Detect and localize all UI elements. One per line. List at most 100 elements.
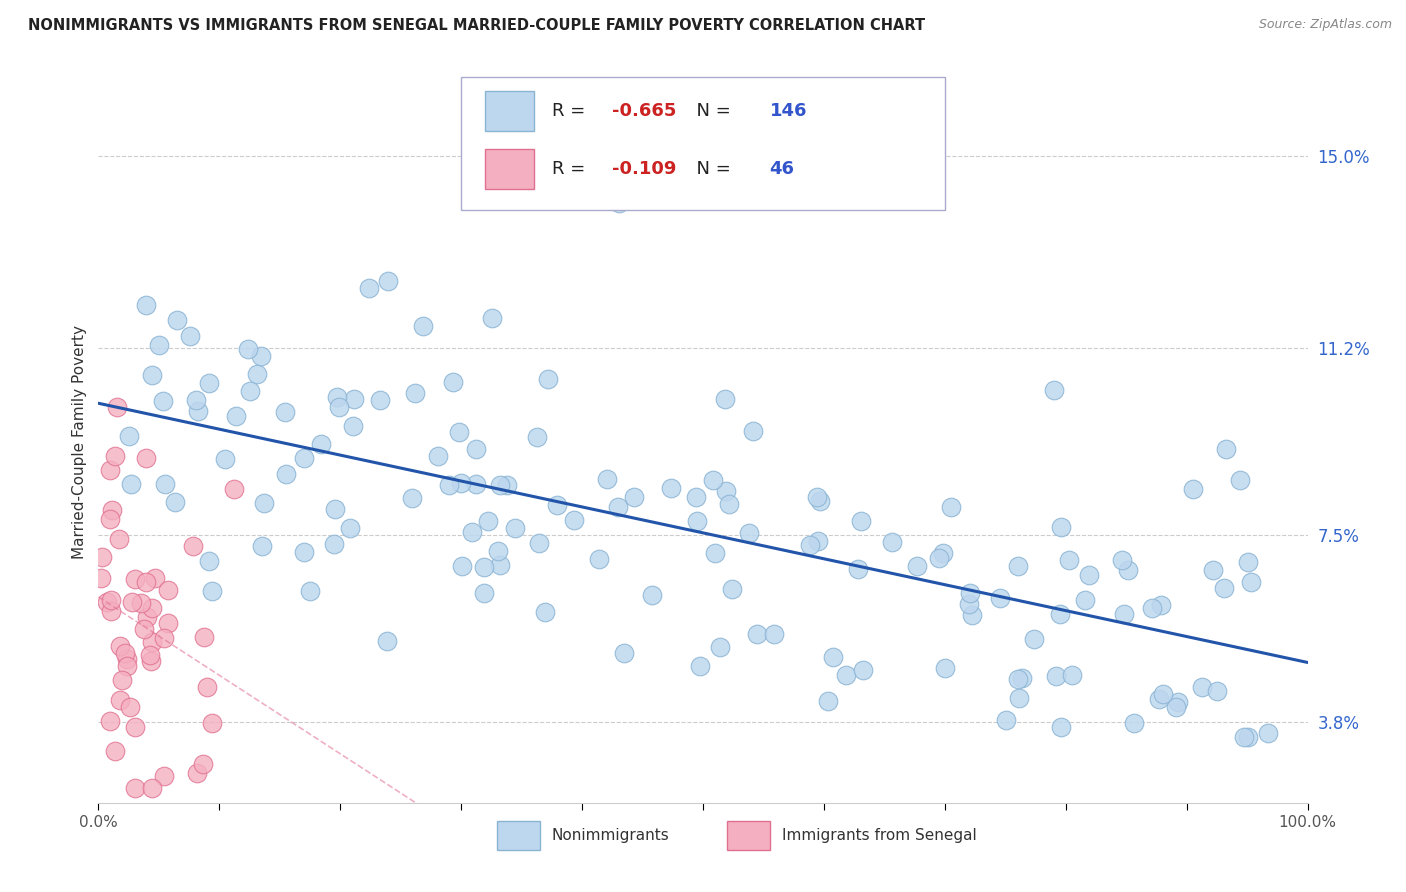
- Point: [1167, 695, 1189, 709]
- Point: [641, 588, 664, 602]
- Point: [799, 538, 821, 552]
- Point: [104, 744, 127, 758]
- Point: [104, 449, 127, 463]
- Point: [1022, 632, 1045, 646]
- Point: [1142, 600, 1164, 615]
- Point: [152, 769, 174, 783]
- Point: [139, 654, 162, 668]
- Y-axis label: Married-Couple Family Poverty: Married-Couple Family Poverty: [72, 325, 87, 558]
- FancyBboxPatch shape: [461, 77, 945, 211]
- Point: [342, 418, 364, 433]
- Point: [464, 477, 486, 491]
- Point: [623, 491, 645, 505]
- Point: [1123, 716, 1146, 731]
- Point: [737, 525, 759, 540]
- Point: [817, 694, 839, 708]
- Point: [1232, 730, 1254, 744]
- Point: [465, 442, 488, 456]
- Point: [806, 490, 828, 504]
- Point: [447, 425, 470, 439]
- Point: [197, 554, 219, 568]
- Point: [441, 376, 464, 390]
- Point: [100, 593, 122, 607]
- Point: [124, 573, 146, 587]
- Point: [328, 400, 350, 414]
- Point: [141, 600, 163, 615]
- Point: [709, 640, 731, 654]
- Point: [120, 477, 142, 491]
- Point: [932, 546, 955, 560]
- Point: [533, 605, 555, 619]
- Point: [686, 514, 709, 528]
- Point: [939, 500, 962, 514]
- Point: [495, 477, 517, 491]
- Point: [1237, 730, 1260, 744]
- Point: [412, 319, 434, 334]
- Point: [135, 450, 157, 465]
- Point: [114, 646, 136, 660]
- Text: Source: ZipAtlas.com: Source: ZipAtlas.com: [1258, 18, 1392, 31]
- Point: [1049, 607, 1071, 621]
- Point: [880, 535, 903, 549]
- Point: [450, 476, 472, 491]
- Text: -0.109: -0.109: [613, 161, 676, 178]
- Point: [101, 503, 124, 517]
- Point: [1215, 442, 1237, 456]
- Point: [195, 680, 218, 694]
- Point: [1229, 473, 1251, 487]
- Point: [835, 668, 858, 682]
- Point: [562, 513, 585, 527]
- Point: [1077, 568, 1099, 582]
- Point: [426, 449, 449, 463]
- Point: [98, 512, 121, 526]
- Point: [477, 514, 499, 528]
- Point: [1111, 553, 1133, 567]
- Point: [250, 350, 273, 364]
- Point: [105, 401, 128, 415]
- Point: [685, 490, 707, 504]
- Text: 146: 146: [769, 103, 807, 120]
- Point: [486, 544, 509, 558]
- Point: [186, 393, 208, 408]
- Point: [129, 596, 152, 610]
- Point: [472, 560, 495, 574]
- Point: [503, 521, 526, 535]
- Point: [718, 497, 741, 511]
- Point: [704, 546, 727, 560]
- Point: [375, 634, 398, 648]
- FancyBboxPatch shape: [498, 821, 540, 850]
- Point: [250, 539, 273, 553]
- Point: [148, 338, 170, 352]
- Point: [118, 429, 141, 443]
- Point: [747, 626, 769, 640]
- Point: [1213, 581, 1236, 595]
- Point: [1164, 699, 1187, 714]
- Point: [1257, 726, 1279, 740]
- Text: Immigrants from Senegal: Immigrants from Senegal: [782, 828, 976, 843]
- Point: [763, 627, 786, 641]
- Point: [152, 393, 174, 408]
- FancyBboxPatch shape: [485, 149, 534, 189]
- Point: [1237, 555, 1260, 569]
- Point: [808, 493, 831, 508]
- Point: [193, 630, 215, 644]
- Point: [1007, 672, 1029, 686]
- Point: [526, 430, 548, 444]
- Point: [110, 673, 132, 688]
- Point: [474, 586, 496, 600]
- Point: [905, 559, 928, 574]
- Point: [741, 424, 763, 438]
- Point: [141, 780, 163, 795]
- Point: [1007, 558, 1029, 573]
- Point: [527, 536, 550, 550]
- Point: [322, 537, 344, 551]
- Point: [107, 532, 129, 546]
- Point: [1062, 668, 1084, 682]
- Point: [689, 659, 711, 673]
- Point: [851, 514, 873, 528]
- Point: [124, 720, 146, 734]
- Text: -0.665: -0.665: [613, 103, 676, 120]
- Point: [124, 780, 146, 795]
- Point: [326, 390, 349, 404]
- Point: [607, 196, 630, 211]
